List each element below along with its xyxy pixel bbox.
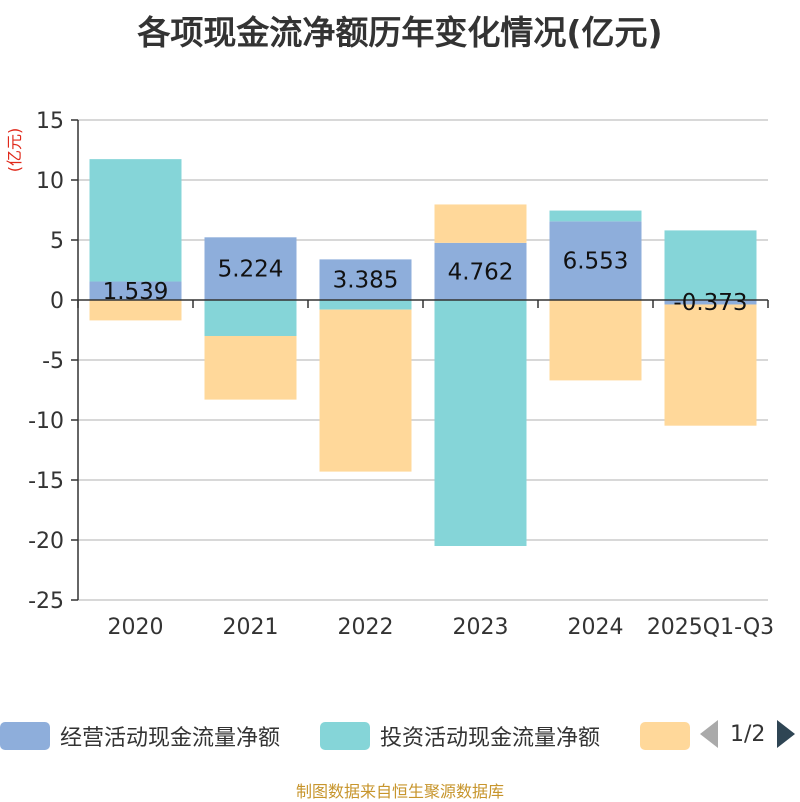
y-axis-title: (亿元) — [5, 128, 24, 173]
bars — [89, 159, 757, 546]
bar-series2-2020 — [89, 300, 182, 321]
legend-swatch-financing — [640, 722, 690, 750]
legend: 经营活动现金流量净额 投资活动现金流量净额 1/2 — [0, 716, 800, 756]
legend-label-investing: 投资活动现金流量净额 — [380, 726, 601, 751]
axes: 15 10 5 0 -5 -10 -15 -20 -25 (亿元) 2020 2021 2022 2023… — [5, 109, 774, 640]
legend-item-operating[interactable]: 经营活动现金流量净额 — [0, 718, 280, 754]
bar-series2-2024 — [549, 300, 642, 381]
x-tick-label: 2024 — [568, 615, 624, 640]
legend-swatch-operating — [0, 722, 50, 750]
chart-title: 各项现金流净额历年变化情况(亿元) — [137, 13, 663, 52]
bar-series1-2021 — [204, 300, 297, 336]
bar-series0-2024 — [549, 221, 642, 300]
x-tick-label: 2022 — [338, 615, 394, 640]
bar-series0-2022 — [319, 259, 412, 300]
data-label: 4.762 — [448, 259, 514, 285]
data-label: 5.224 — [218, 257, 284, 283]
cash-flow-chart: 15 10 5 0 -5 -10 -15 -20 -25 (亿元) 2020 2021 2022 2023… — [5, 109, 774, 640]
x-tick-label: 2021 — [223, 615, 279, 640]
y-tick-label: 0 — [50, 289, 64, 314]
legend-page-indicator: 1/2 — [730, 721, 766, 747]
bar-series1-2025Q1-Q3 — [664, 230, 757, 300]
bar-series2-2022 — [319, 309, 412, 472]
bar-series0-2023 — [434, 242, 527, 300]
bar-series0-2021 — [204, 237, 297, 300]
bar-series1-2023 — [434, 300, 527, 546]
legend-pager: 1/2 — [700, 720, 796, 748]
legend-item-investing[interactable]: 投资活动现金流量净额 — [320, 718, 600, 754]
data-labels: 1.539 5.224 3.385 4.762 6.553 -0.373 — [103, 249, 748, 317]
bar-series0-2020 — [89, 281, 182, 300]
data-label: -0.373 — [673, 290, 747, 316]
bar-series0-2025Q1-Q3 — [664, 300, 757, 305]
y-tick-label: -25 — [28, 589, 64, 614]
grid-lines — [78, 119, 768, 601]
bar-series1-2024 — [549, 210, 642, 222]
y-tick-label: 15 — [36, 109, 64, 134]
y-tick-label: 10 — [36, 169, 64, 194]
data-label: 3.385 — [333, 268, 399, 294]
bar-series2-2023 — [434, 204, 527, 243]
next-page-icon[interactable] — [777, 720, 796, 748]
y-tick-label: -20 — [28, 529, 64, 554]
data-source-note: 制图数据来自恒生聚源数据库 — [295, 782, 504, 801]
y-tick-label: 5 — [50, 229, 64, 254]
y-tick-label: -10 — [28, 409, 64, 434]
legend-item-financing[interactable] — [640, 718, 690, 754]
prev-page-icon[interactable] — [700, 720, 718, 748]
data-label: 6.553 — [563, 249, 629, 275]
bar-series1-2020 — [89, 159, 182, 282]
bar-series2-2021 — [204, 336, 297, 400]
y-tick-label: -15 — [28, 469, 64, 494]
legend-swatch-investing — [320, 722, 370, 750]
legend-label-operating: 经营活动现金流量净额 — [60, 726, 281, 751]
bar-series2-2025Q1-Q3 — [664, 304, 757, 426]
bar-series1-2022 — [319, 300, 412, 310]
y-tick-label: -5 — [42, 349, 64, 374]
x-tick-label: 2020 — [108, 615, 164, 640]
x-tick-label: 2023 — [453, 615, 509, 640]
data-label: 1.539 — [103, 279, 169, 305]
x-tick-label: 2025Q1-Q3 — [647, 615, 774, 640]
